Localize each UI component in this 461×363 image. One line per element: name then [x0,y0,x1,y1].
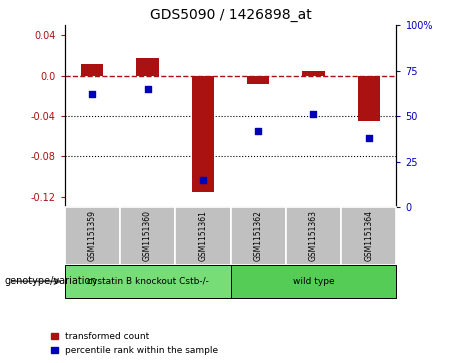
Point [310,111,317,117]
Point [144,86,151,92]
Bar [65,265,230,298]
Bar [341,207,396,265]
Bar [230,265,396,298]
Title: GDS5090 / 1426898_at: GDS5090 / 1426898_at [150,8,311,22]
Bar [136,58,159,76]
Text: wild type: wild type [293,277,334,286]
Point [365,135,372,141]
Bar [247,76,269,84]
Point [89,91,96,97]
Legend: transformed count, percentile rank within the sample: transformed count, percentile rank withi… [51,333,218,355]
Text: GSM1151359: GSM1151359 [88,211,97,261]
Bar [81,64,103,76]
Text: GSM1151361: GSM1151361 [198,211,207,261]
Bar [120,207,175,265]
Bar [175,207,230,265]
Text: GSM1151360: GSM1151360 [143,211,152,261]
Text: GSM1151362: GSM1151362 [254,211,263,261]
Text: genotype/variation: genotype/variation [5,276,97,286]
Text: GSM1151363: GSM1151363 [309,211,318,261]
Bar [302,71,325,76]
Bar [192,76,214,192]
Point [199,177,207,183]
Bar [358,76,380,121]
Bar [65,207,120,265]
Bar [286,207,341,265]
Text: GSM1151364: GSM1151364 [364,211,373,261]
Point [254,128,262,134]
Bar [230,207,286,265]
Text: cystatin B knockout Cstb-/-: cystatin B knockout Cstb-/- [87,277,208,286]
